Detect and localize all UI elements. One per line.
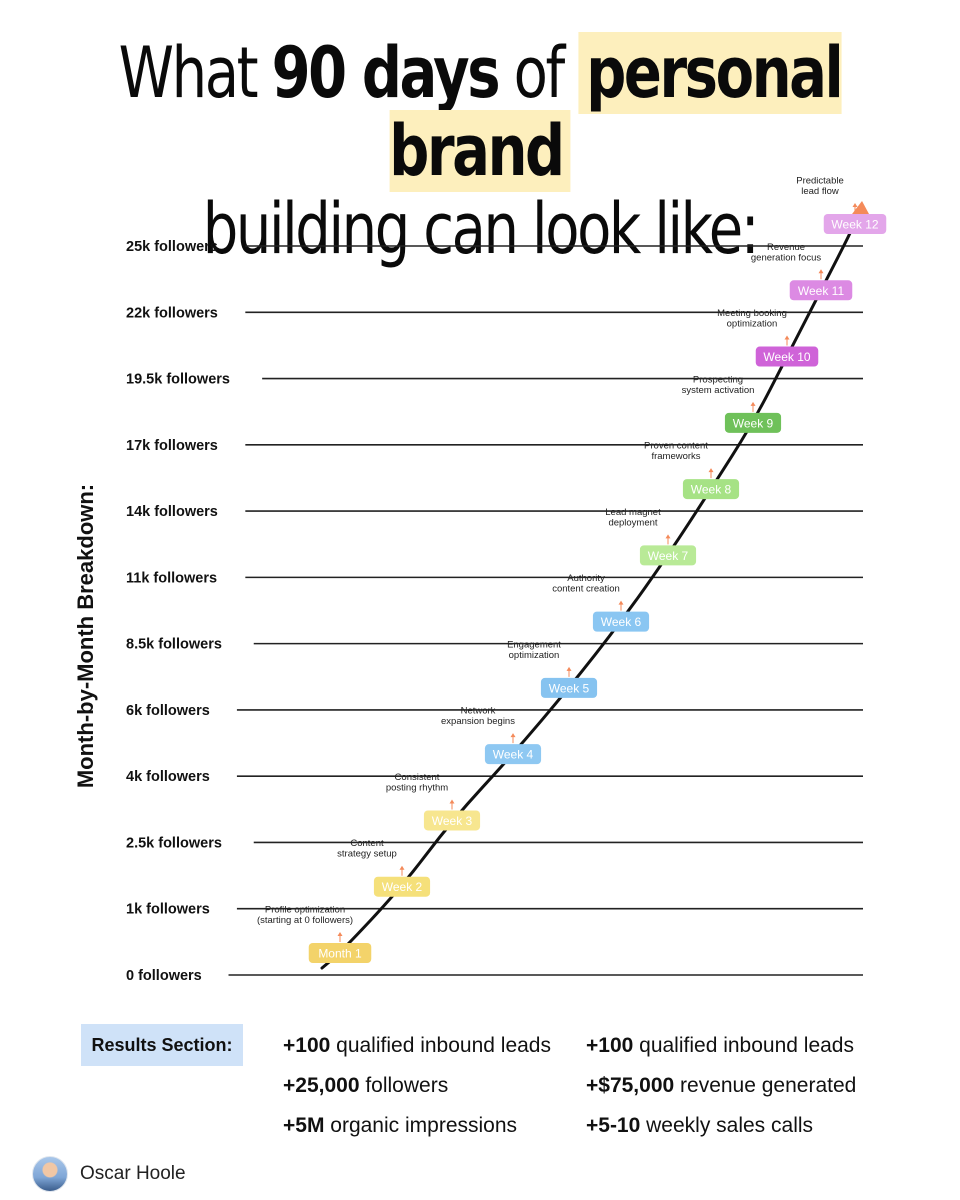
milestone-note: Content [350, 838, 384, 849]
milestone-pill [789, 280, 853, 301]
milestone-tick-head [750, 401, 756, 406]
y-level-label: 14k followers [126, 504, 218, 520]
milestone-note: Proven content [644, 441, 708, 452]
y-level-label: 25k followers [126, 239, 218, 255]
y-level-label: 8.5k followers [126, 637, 222, 653]
avatar [32, 1156, 68, 1192]
milestone-label: Week 6 [601, 615, 642, 629]
milestone-pill [423, 810, 481, 831]
milestone-label: Week 10 [763, 350, 810, 364]
result-item: +100 qualified inbound leads [283, 1034, 551, 1057]
milestone-label: Week 3 [432, 814, 473, 828]
milestone-note: strategy setup [337, 849, 397, 860]
y-level-label: 19.5k followers [126, 372, 230, 388]
headline-word: of [498, 32, 579, 114]
milestone-pill [823, 214, 887, 234]
milestone-tick-head [852, 203, 858, 207]
milestone-note: Consistent [395, 772, 440, 783]
milestone-label: Week 5 [549, 681, 590, 695]
milestone-note: Profile optimization [265, 905, 345, 916]
milestone-note: (starting at 0 followers) [257, 915, 353, 926]
milestone-tick-head [665, 534, 671, 539]
milestone-note: Authority [567, 573, 605, 584]
milestone-label: Month 1 [318, 947, 362, 961]
result-item: +25,000 followers [283, 1074, 449, 1097]
milestone-note: lead flow [801, 186, 839, 197]
milestone-tick-head [784, 335, 790, 340]
results-section-label: Results Section: [81, 1024, 243, 1066]
milestone-tick-head [449, 799, 455, 804]
y-level-label: 0 followers [126, 968, 202, 984]
milestone-pill [484, 744, 542, 765]
milestone-pill [682, 479, 740, 500]
milestone-note: optimization [727, 319, 778, 330]
milestone-note: Predictable [796, 176, 844, 187]
milestone-note: optimization [509, 650, 560, 661]
headline-emphasis: 90 days [271, 32, 501, 114]
growth-chart: 0 followers 1k followers 2.5k followers 4k … [126, 176, 887, 984]
growth-arrowhead [849, 201, 869, 218]
milestone-tick-head [566, 666, 572, 671]
author-name: Oscar Hoole [80, 1163, 186, 1184]
milestone-pill [373, 876, 431, 897]
milestone-tick-head [337, 932, 343, 936]
headline: What 90 days of personal brand building … [96, 32, 864, 270]
y-level-label: 2.5k followers [126, 835, 222, 851]
y-level-label: 4k followers [126, 769, 210, 785]
milestone-tick-head [818, 269, 824, 274]
milestone-pill [755, 346, 819, 367]
milestone-label: Week 2 [382, 880, 423, 894]
milestone-note: Engagement [507, 639, 561, 650]
milestone-tick-head [618, 600, 624, 605]
milestone-label: Week 4 [493, 748, 534, 762]
y-level-label: 6k followers [126, 703, 210, 719]
milestone-note: frameworks [651, 451, 700, 462]
milestone-pill [724, 412, 782, 433]
y-level-label: 17k followers [126, 438, 218, 454]
milestone-note: Meeting booking [717, 308, 787, 319]
milestone-note: posting rhythm [386, 782, 448, 793]
result-item: +100 qualified inbound leads [586, 1034, 854, 1057]
milestone-note: deployment [608, 517, 657, 528]
milestone-note: Lead magnet [605, 507, 661, 518]
milestone-note: Network [461, 706, 496, 717]
milestone-note: system activation [682, 385, 755, 396]
milestone-tick-head [708, 468, 714, 473]
milestone-note: expansion begins [441, 716, 515, 727]
milestone-tick-head [399, 865, 405, 870]
milestone-label: Week 9 [733, 416, 774, 430]
milestone-pill [592, 611, 650, 632]
headline-line-1: What 90 days of personal brand [96, 32, 864, 192]
milestone-label: Week 8 [691, 483, 732, 497]
milestone-pill [639, 545, 697, 566]
result-item: +5M organic impressions [283, 1114, 518, 1137]
milestone-note: Revenue [767, 242, 805, 253]
y-level-label: 11k followers [126, 570, 217, 586]
milestone-pill [308, 943, 372, 963]
y-level-label: 1k followers [126, 902, 210, 918]
milestone-note: Prospecting [693, 374, 743, 385]
milestone-pill [540, 677, 598, 698]
milestone-tick-head [510, 733, 516, 738]
result-item: +$75,000 revenue generated [586, 1074, 857, 1097]
y-level-label: 22k followers [126, 305, 218, 321]
milestone-label: Week 11 [798, 284, 845, 298]
author: Oscar Hoole [32, 1156, 186, 1192]
milestone-label: Week 7 [648, 549, 689, 563]
milestone-note: content creation [552, 584, 620, 595]
milestone-note: generation focus [751, 252, 821, 263]
headline-line-2: building can look like: [202, 188, 760, 270]
milestone-label: Week 12 [831, 218, 878, 232]
result-item: +5-10 weekly sales calls [586, 1114, 814, 1137]
headline-word: What [118, 32, 272, 114]
